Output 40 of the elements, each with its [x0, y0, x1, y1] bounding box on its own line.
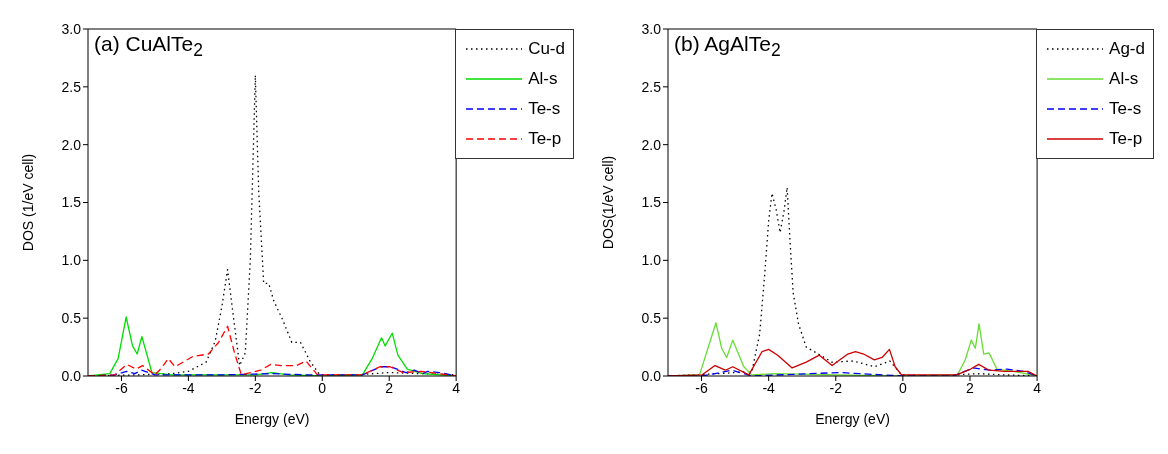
legend-label: Te-p [528, 128, 562, 150]
x-tick-label: -6 [115, 379, 128, 396]
x-tick-label: 0 [898, 379, 907, 396]
y-tick-label: 0.5 [641, 310, 662, 327]
x-tick-label: 2 [966, 379, 975, 396]
x-tick-label: -2 [829, 379, 843, 396]
x-tick-label: 0 [318, 379, 327, 396]
legend-label: Al-s [528, 68, 558, 90]
y-tick-label: 3.0 [61, 20, 82, 37]
legend-label: Al-s [1109, 68, 1139, 90]
chart-title: (b) AgAlTe$_{2}$ [674, 32, 781, 62]
y-tick-label: 2.0 [641, 136, 662, 153]
y-tick-label: 0.0 [641, 367, 662, 384]
legend-label: Te-s [528, 98, 561, 120]
y-tick-label: 2.0 [61, 136, 82, 153]
x-tick-label: -4 [182, 379, 195, 396]
y-tick-label: 2.5 [641, 78, 662, 95]
x-tick-label: 4 [452, 379, 461, 396]
legend-label: Ag-d [1109, 38, 1145, 60]
x-axis-title: Energy (eV) [815, 411, 890, 427]
x-tick-label: -2 [249, 379, 262, 396]
legend-label: Te-s [1109, 98, 1142, 120]
y-tick-label: 3.0 [641, 20, 662, 37]
y-axis-title: DOS(1/eV cell) [599, 155, 616, 250]
legend-label: Cu-d [528, 38, 565, 60]
y-tick-label: 1.0 [641, 252, 662, 269]
x-tick-label: -6 [695, 379, 708, 396]
y-tick-label: 2.5 [61, 78, 82, 95]
x-axis-title: Energy (eV) [234, 411, 310, 427]
y-tick-label: 1.5 [641, 194, 662, 211]
y-tick-label: 1.5 [61, 194, 82, 211]
x-tick-label: -4 [762, 379, 776, 396]
x-tick-label: 4 [1033, 379, 1042, 396]
y-tick-label: 0.5 [61, 310, 82, 327]
chart-title: (a) CuAlTe$_{2}$ [94, 32, 203, 62]
y-axis-title: DOS (1/eV cell) [19, 153, 36, 252]
legend-label: Te-p [1109, 128, 1143, 150]
x-tick-label: 2 [385, 379, 394, 396]
y-tick-label: 0.0 [61, 367, 82, 384]
y-tick-label: 1.0 [61, 252, 82, 269]
